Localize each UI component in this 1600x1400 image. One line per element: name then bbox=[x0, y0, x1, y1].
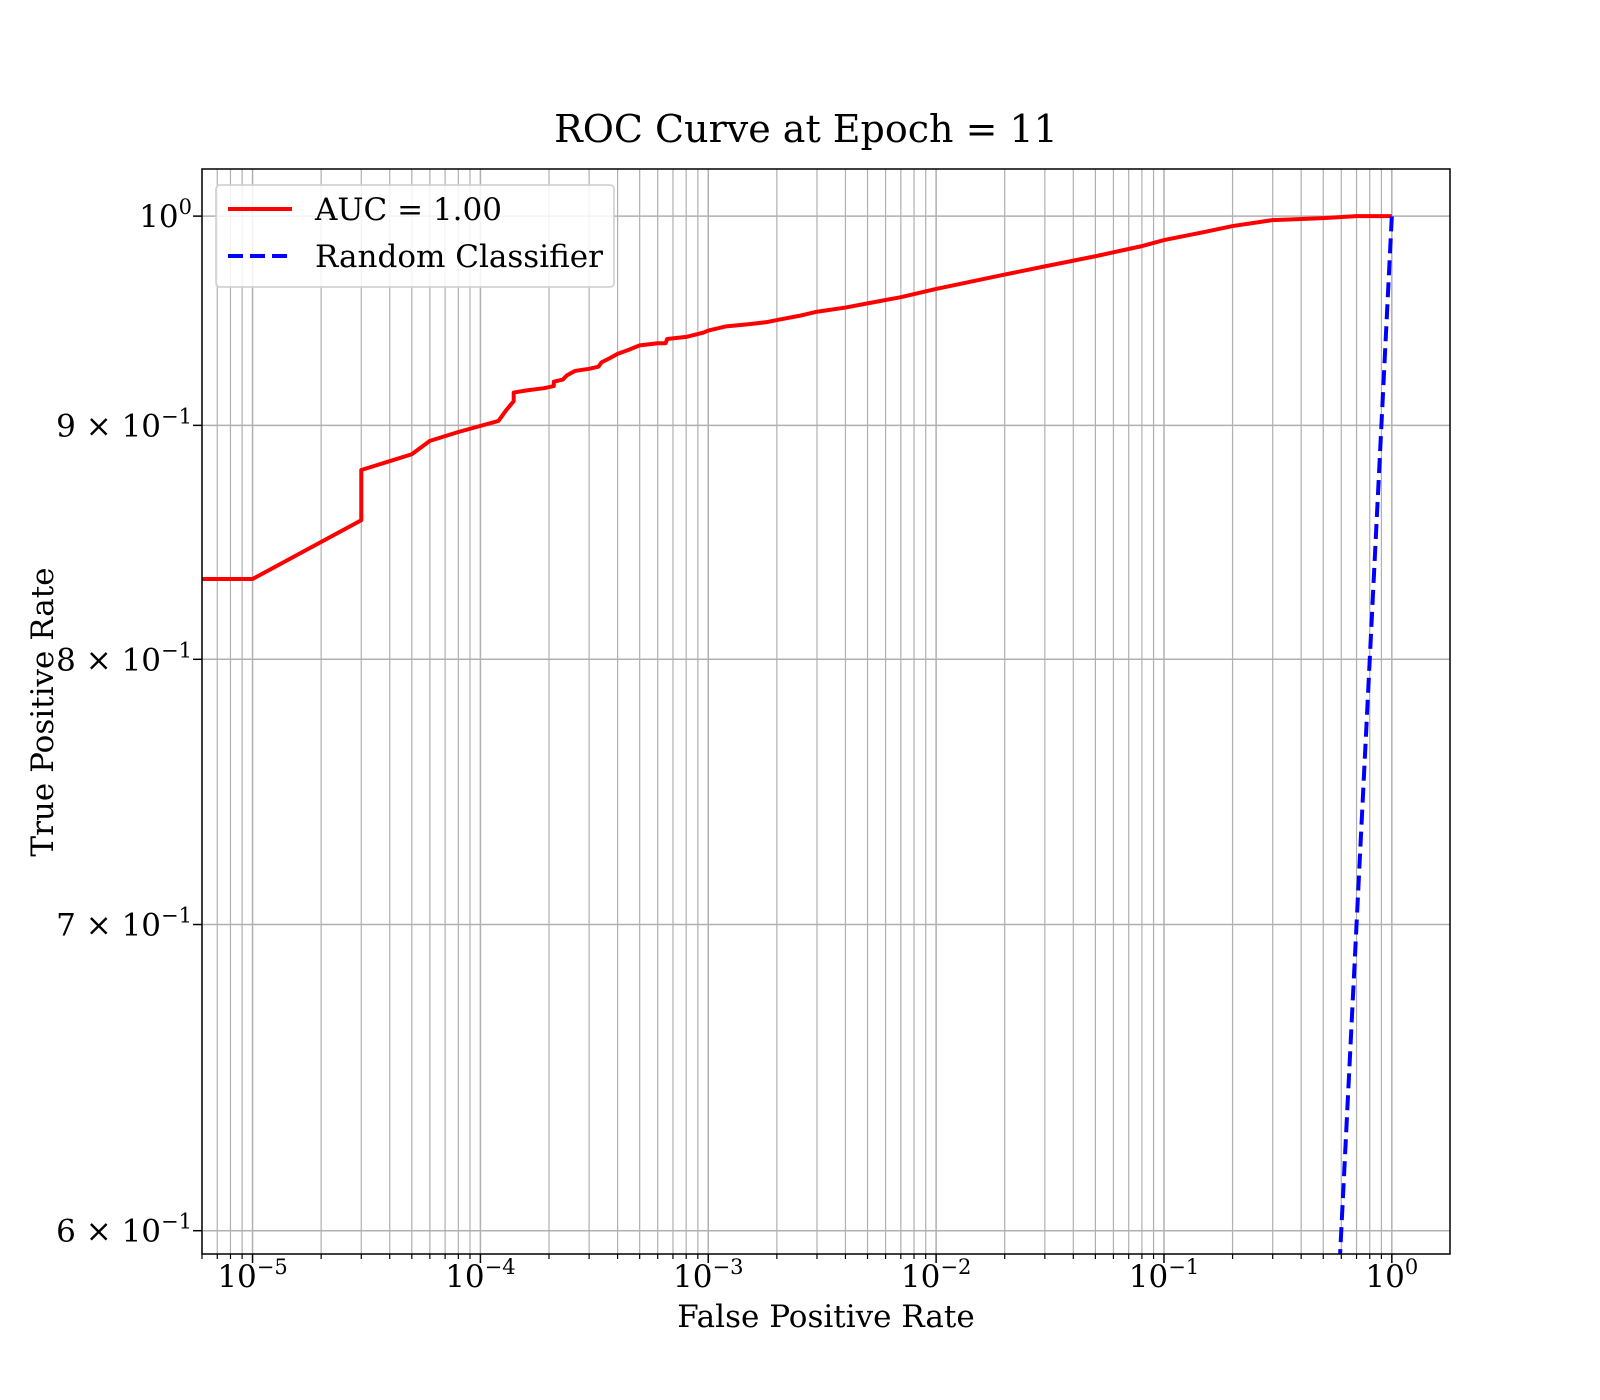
x-tick-label: 10−4 bbox=[445, 1255, 515, 1295]
y-tick-label: 7 × 10−1 bbox=[56, 904, 192, 944]
x-axis-label: False Positive Rate bbox=[677, 1299, 974, 1335]
plot-frame bbox=[201, 168, 1451, 1255]
x-tick-labels: 10−5 10−4 10−3 10−2 10−1 100 bbox=[217, 1255, 1418, 1295]
grid-lines bbox=[201, 169, 1450, 1254]
series-line-random-classifier bbox=[1338, 216, 1394, 1254]
y-tick-label: 9 × 10−1 bbox=[56, 404, 192, 444]
y-tick-label: 8 × 10−1 bbox=[56, 638, 192, 678]
series-layer bbox=[202, 214, 1394, 1254]
chart-title: ROC Curve at Epoch = 11 bbox=[554, 107, 1058, 151]
legend: AUC = 1.00 Random Classifier bbox=[215, 184, 615, 288]
legend-label-random-classifier: Random Classifier bbox=[315, 239, 603, 275]
x-tick-label: 10−5 bbox=[217, 1255, 287, 1295]
legend-label-auc: AUC = 1.00 bbox=[314, 192, 502, 228]
axis-ticks bbox=[193, 215, 1393, 1263]
y-tick-label: 100 bbox=[139, 195, 192, 235]
x-tick-label: 10−2 bbox=[901, 1255, 971, 1295]
legend-box bbox=[215, 184, 615, 288]
y-axis-label: True Positive Rate bbox=[25, 567, 61, 856]
x-tick-label: 100 bbox=[1365, 1255, 1418, 1295]
y-tick-labels: 100 9 × 10−1 8 × 10−1 7 × 10−1 6 × 10−1 bbox=[56, 195, 192, 1250]
x-tick-label: 10−3 bbox=[673, 1255, 743, 1295]
y-tick-label: 6 × 10−1 bbox=[56, 1210, 192, 1250]
series-line-auc bbox=[202, 214, 1392, 582]
x-tick-label: 10−1 bbox=[1129, 1255, 1199, 1295]
